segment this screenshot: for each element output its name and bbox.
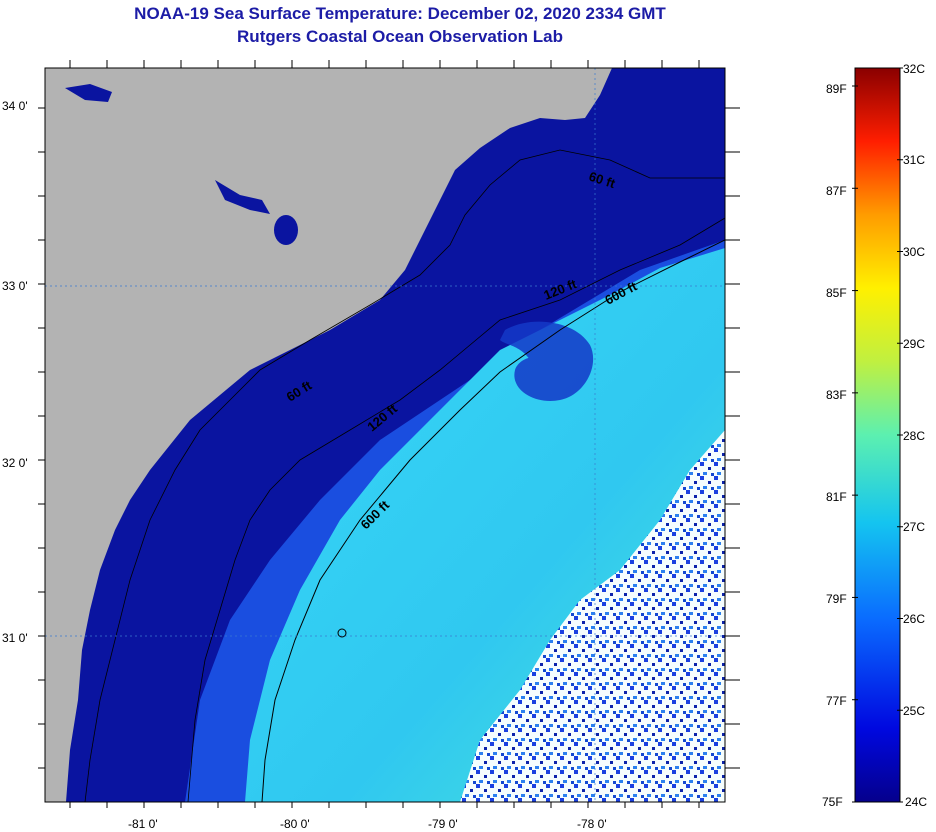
cb-label-27c: 27C xyxy=(903,520,925,534)
map-area xyxy=(45,68,725,802)
graticule xyxy=(45,68,725,802)
map-subtitle: Rutgers Coastal Ocean Observation Lab xyxy=(237,27,563,46)
cb-label-32c: 32C xyxy=(903,62,925,76)
cb-label-83f: 83F xyxy=(826,388,847,402)
lat-label-31: 31 0' xyxy=(2,631,28,645)
contour-120ft xyxy=(187,217,725,802)
cb-label-25c: 25C xyxy=(903,704,925,718)
cb-label-24c: 24C xyxy=(905,795,927,809)
cloud-cover xyxy=(460,430,725,802)
contour-600ft xyxy=(261,239,725,802)
cb-label-87f: 87F xyxy=(826,184,847,198)
lake-moultrie xyxy=(215,180,270,214)
lat-label-33: 33 0' xyxy=(2,279,28,293)
lon-label-79: -79 0' xyxy=(428,817,458,831)
cb-label-85f: 85F xyxy=(826,286,847,300)
lat-label-32: 32 0' xyxy=(2,456,28,470)
colorbar-gradient xyxy=(854,67,901,803)
cb-label-89f: 89F xyxy=(826,82,847,96)
lat-label-34: 34 0' xyxy=(2,99,28,113)
colorbar: 32C 31C 30C 29C 28C 27C 26C 25C 24C 89F … xyxy=(822,62,927,809)
map-title: NOAA-19 Sea Surface Temperature: Decembe… xyxy=(134,4,666,23)
cb-label-79f: 79F xyxy=(826,592,847,606)
cb-label-77f: 77F xyxy=(826,694,847,708)
contour-60ft xyxy=(84,149,725,802)
cb-label-30c: 30C xyxy=(903,245,925,259)
lake-marion xyxy=(274,215,298,245)
cb-label-29c: 29C xyxy=(903,337,925,351)
axis-ticks xyxy=(38,60,740,808)
lon-label-81: -81 0' xyxy=(128,817,158,831)
buoy-marker xyxy=(337,628,347,638)
cold-eddy xyxy=(500,321,594,401)
cb-label-81f: 81F xyxy=(826,490,847,504)
cb-label-28c: 28C xyxy=(903,429,925,443)
map-frame xyxy=(44,67,726,803)
lon-label-78: -78 0' xyxy=(577,817,607,831)
cb-label-31c: 31C xyxy=(903,153,925,167)
colorbar-ticks xyxy=(852,67,903,803)
lon-label-80: -80 0' xyxy=(280,817,310,831)
land-mass xyxy=(45,68,612,802)
cb-label-26c: 26C xyxy=(903,612,925,626)
lake-northwest xyxy=(65,84,112,102)
cb-label-75f: 75F xyxy=(822,795,843,809)
